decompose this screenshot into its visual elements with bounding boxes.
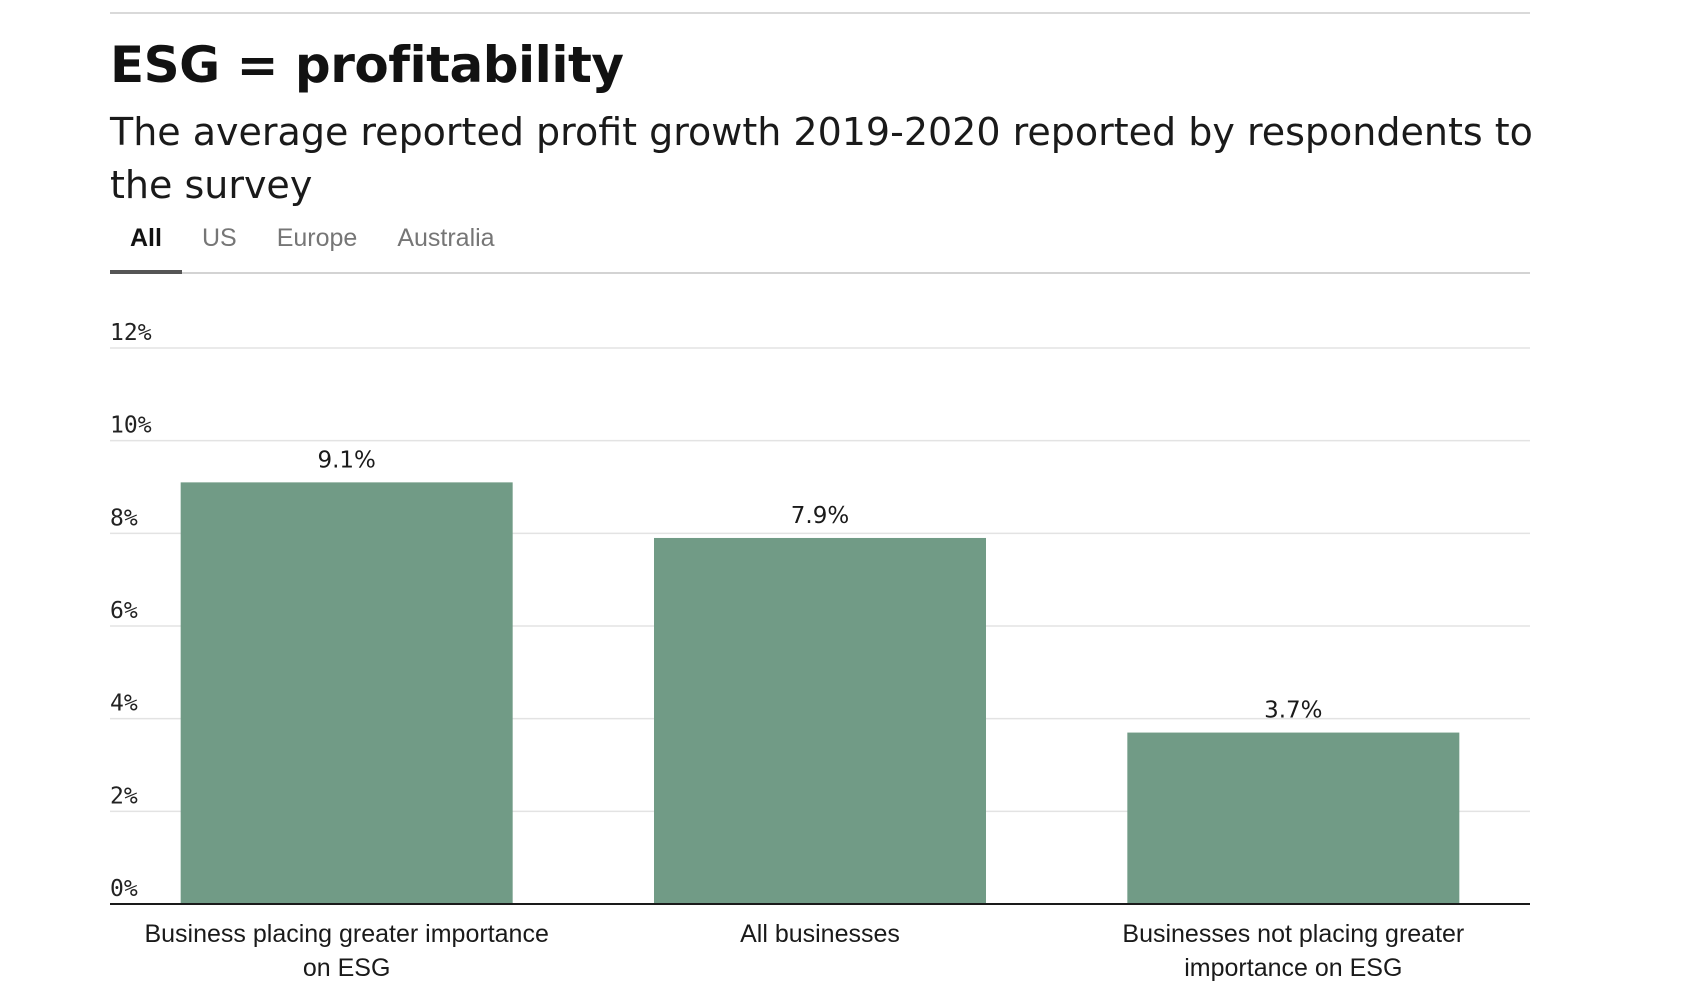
chart-title: ESG = profitability <box>110 36 624 94</box>
tab-australia[interactable]: Australia <box>397 224 495 252</box>
x-category-label: importance on ESG <box>1184 954 1402 982</box>
tab-europe[interactable]: Europe <box>276 224 358 252</box>
tab-us[interactable]: US <box>201 224 237 252</box>
chart-subtitle: The average reported profit growth 2019-… <box>110 110 1533 207</box>
top-divider <box>110 12 1530 14</box>
region-tabs: All US Europe Australia <box>110 214 1530 274</box>
bar <box>654 537 986 904</box>
y-tick-label: 12% <box>110 320 152 346</box>
x-category-label: on ESG <box>303 954 391 982</box>
data-label: 7.9% <box>791 503 849 529</box>
data-label: 9.1% <box>317 447 375 473</box>
x-category-label: Businesses not placing greater <box>1122 920 1464 948</box>
x-category-label: Business placing greater importance <box>144 920 548 948</box>
bar <box>1127 732 1460 904</box>
y-tick-label: 4% <box>110 691 138 717</box>
bar <box>180 482 513 904</box>
y-tick-label: 0% <box>110 876 138 902</box>
tab-all[interactable]: All <box>110 214 182 274</box>
y-tick-label: 10% <box>110 413 152 439</box>
data-label: 3.7% <box>1264 698 1322 724</box>
y-tick-label: 2% <box>110 783 138 809</box>
y-tick-label: 8% <box>110 505 138 531</box>
y-tick-label: 6% <box>110 598 138 624</box>
x-category-label: All businesses <box>740 920 900 948</box>
